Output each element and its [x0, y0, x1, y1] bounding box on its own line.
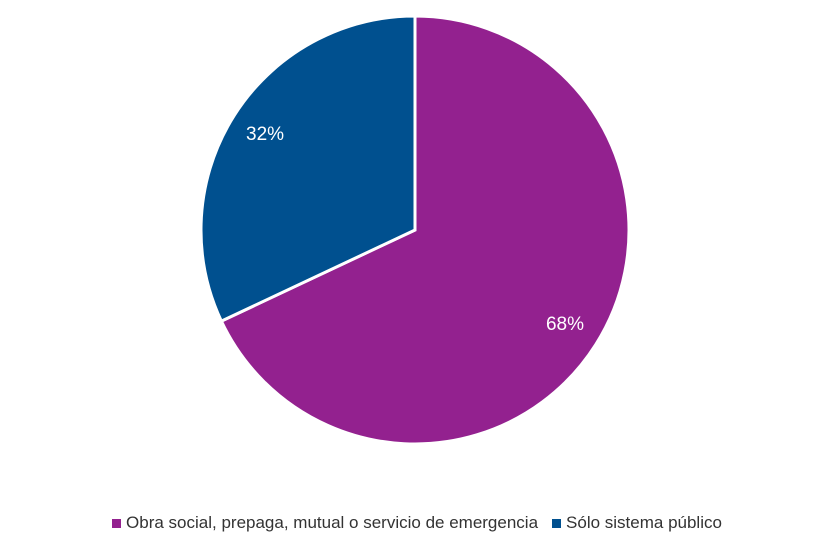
chart: 68% 32% — [199, 14, 631, 446]
legend-swatch — [552, 518, 562, 528]
legend-label: Obra social, prepaga, mutual o servicio … — [126, 513, 539, 532]
pie-slice — [219, 14, 631, 446]
legend-item: Obra social, prepaga, mutual o servicio … — [112, 513, 538, 533]
legend-swatch — [112, 518, 122, 528]
legend-item: Sólo sistema público — [552, 513, 722, 533]
legend: Obra social, prepaga, mutual o servicio … — [0, 513, 834, 533]
legend-label: Sólo sistema público — [566, 513, 722, 532]
data-label: 32% — [246, 124, 284, 145]
data-label: 68% — [546, 314, 584, 335]
pie-slice — [199, 14, 417, 324]
